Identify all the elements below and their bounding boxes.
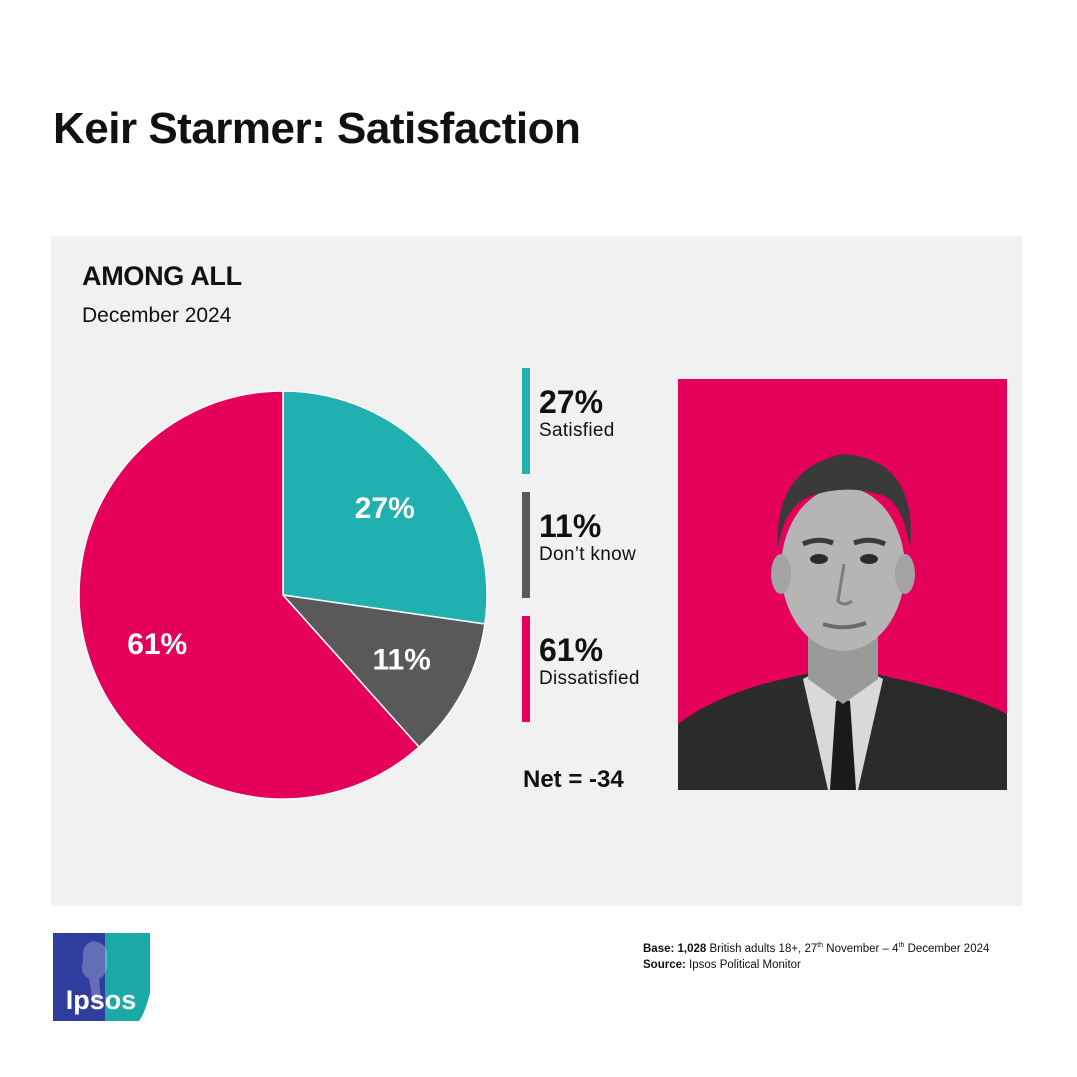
portrait-illustration xyxy=(678,379,1007,790)
source-note: Source: Ipsos Political Monitor xyxy=(643,957,989,973)
base-text-2: November – 4 xyxy=(826,942,899,955)
pie-label-dissatisfied: 61% xyxy=(127,628,187,661)
pie-slice-satisfied xyxy=(282,390,488,625)
base-text-1: British adults 18+, 27 xyxy=(709,942,818,955)
footnote: Base: 1,028 British adults 18+, 27th Nov… xyxy=(643,938,989,973)
base-count: 1,028 xyxy=(677,942,707,955)
pie-slice-dissatisfied xyxy=(78,390,421,800)
base-text-3: December 2024 xyxy=(907,942,990,955)
legend-swatch-dissatisfied xyxy=(522,616,530,722)
base-sup-2: th xyxy=(898,942,905,949)
page-title: Keir Starmer: Satisfaction xyxy=(53,104,581,153)
ipsos-logo-mark: Ipsos xyxy=(53,933,150,1021)
pie-label-don-t-know: 11% xyxy=(372,644,430,677)
base-label: Base: xyxy=(643,942,675,955)
legend-value-dont-know: 11% xyxy=(539,508,602,544)
legend-label-satisfied: Satisfied xyxy=(539,420,615,441)
legend-value-dissatisfied: 61% xyxy=(539,632,604,668)
portrait-photo xyxy=(678,379,1007,790)
pie-label-satisfied: 27% xyxy=(355,492,415,525)
logo-text: Ipsos xyxy=(66,985,137,1015)
net-score: Net = -34 xyxy=(523,766,624,793)
ipsos-logo: Ipsos xyxy=(53,933,150,1021)
panel-heading: AMONG ALL xyxy=(82,261,242,291)
source-text: Ipsos Political Monitor xyxy=(689,958,801,971)
panel-date: December 2024 xyxy=(82,304,232,327)
legend-value-satisfied: 27% xyxy=(539,384,604,420)
base-sup-1: th xyxy=(817,942,824,949)
pie-slice-don-t-know xyxy=(281,593,486,749)
base-note: Base: 1,028 British adults 18+, 27th Nov… xyxy=(643,938,989,957)
legend-label-dont-know: Don’t know xyxy=(539,544,636,565)
legend-label-dissatisfied: Dissatisfied xyxy=(539,668,640,689)
source-label: Source: xyxy=(643,958,686,971)
legend-swatch-satisfied xyxy=(522,368,530,474)
legend-swatch-dont-know xyxy=(522,492,530,598)
